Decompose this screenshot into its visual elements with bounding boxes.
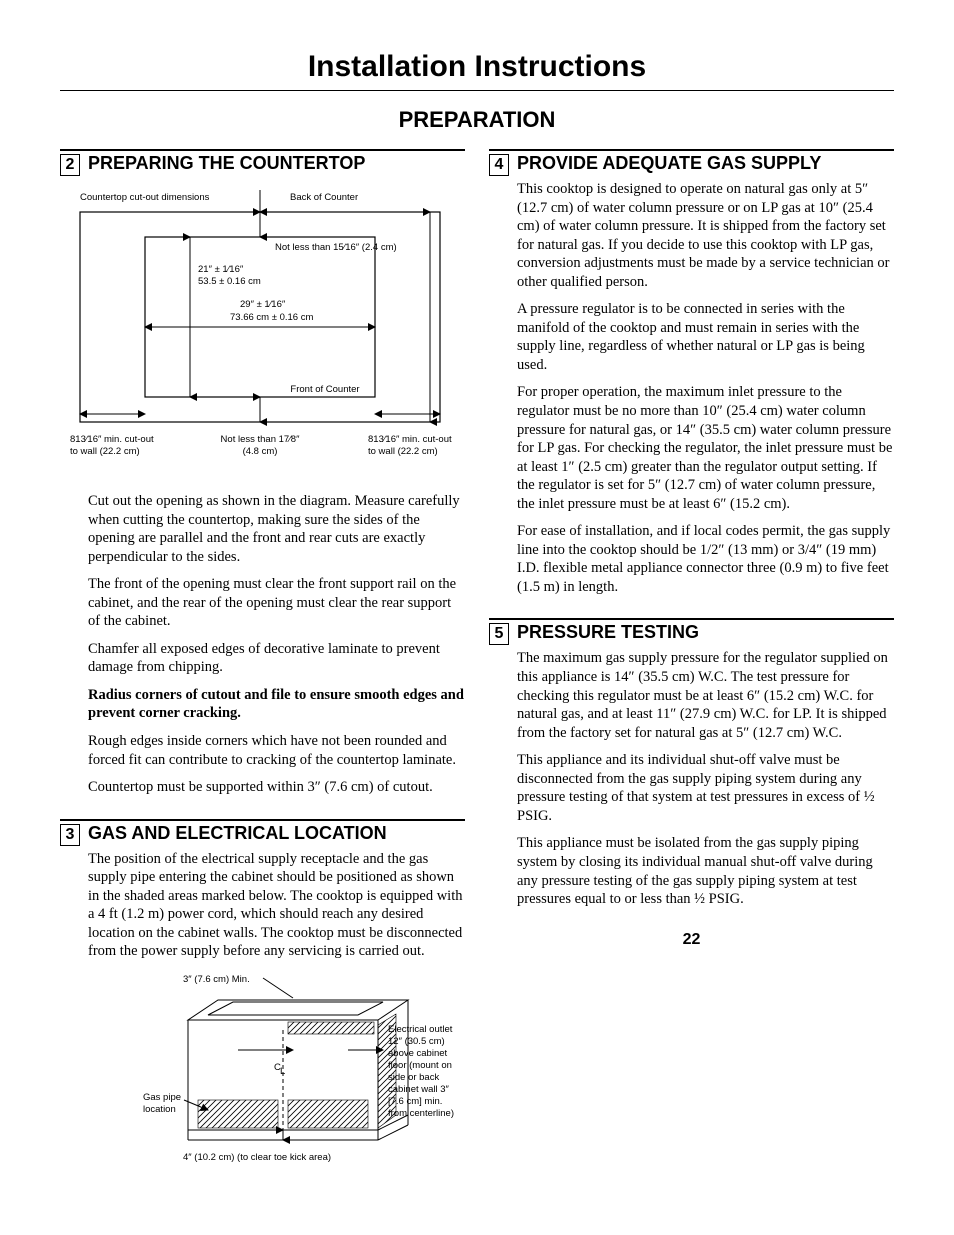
section-5-title: PRESSURE TESTING — [517, 622, 699, 643]
diagram-label: cabinet wall 3″ — [388, 1084, 450, 1095]
section-4-body: This cooktop is designed to operate on n… — [517, 180, 894, 596]
diagram-label: side or back — [388, 1072, 439, 1083]
paragraph: For ease of installation, and if local c… — [517, 522, 894, 596]
diagram-label: Back of Counter — [290, 192, 358, 203]
paragraph: This appliance and its individual shut-o… — [517, 751, 894, 825]
paragraph: The front of the opening must clear the … — [88, 575, 465, 631]
diagram-label: (4.8 cm) — [243, 446, 278, 457]
diagram-label: 29″ ± 1⁄16″ — [240, 299, 286, 310]
section-5: 5 PRESSURE TESTING The maximum gas suppl… — [489, 618, 894, 908]
section-4: 4 PROVIDE ADEQUATE GAS SUPPLY This cookt… — [489, 149, 894, 596]
diagram-label: 813⁄16″ min. cut-out — [368, 434, 452, 445]
diagram-label: 73.66 cm ± 0.16 cm — [230, 312, 313, 323]
diagram-label: 3″ (7.6 cm) Min. — [183, 974, 250, 985]
page: Installation Instructions PREPARATION 2 … — [0, 0, 954, 1232]
section-4-header: 4 PROVIDE ADEQUATE GAS SUPPLY — [489, 153, 894, 176]
diagram-label: Countertop cut-out dimensions — [80, 192, 210, 203]
section-5-header: 5 PRESSURE TESTING — [489, 622, 894, 645]
section-2-body: Cut out the opening as shown in the diag… — [88, 492, 465, 797]
diagram-label: 21″ ± 1⁄16″ — [198, 264, 244, 275]
paragraph: This cooktop is designed to operate on n… — [517, 180, 894, 291]
section-3-title: GAS AND ELECTRICAL LOCATION — [88, 823, 387, 844]
diagram-label: from centerline) — [388, 1108, 454, 1119]
diagram-label: 813⁄16″ min. cut-out — [70, 434, 154, 445]
diagram-label: above cabinet — [388, 1048, 448, 1059]
diagram-label: to wall (22.2 cm) — [368, 446, 438, 457]
right-column: 4 PROVIDE ADEQUATE GAS SUPPLY This cookt… — [489, 149, 894, 1192]
section-2-header: 2 PREPARING THE COUNTERTOP — [60, 153, 465, 176]
diagram-label: L — [280, 1066, 285, 1077]
section-5-body: The maximum gas supply pressure for the … — [517, 649, 894, 908]
section-2-title: PREPARING THE COUNTERTOP — [88, 153, 365, 174]
section-3: 3 GAS AND ELECTRICAL LOCATION The positi… — [60, 819, 465, 1170]
cabinet-diagram: 3″ (7.6 cm) Min. — [88, 970, 465, 1170]
paragraph: The maximum gas supply pressure for the … — [517, 649, 894, 742]
step-number: 2 — [60, 154, 80, 176]
page-number: 22 — [489, 931, 894, 949]
diagram-label: 53.5 ± 0.16 cm — [198, 276, 261, 287]
diagram-label: Not less than 17⁄8″ — [221, 434, 301, 445]
countertop-diagram: Countertop cut-out dimensions Back of Co… — [60, 182, 465, 482]
diagram-label: Gas pipe — [143, 1092, 181, 1103]
main-title: Installation Instructions — [60, 50, 894, 84]
section-3-body: The position of the electrical supply re… — [88, 850, 465, 961]
diagram-label: [7.6 cm] min. — [388, 1096, 442, 1107]
step-number: 5 — [489, 623, 509, 645]
step-number: 4 — [489, 154, 509, 176]
paragraph: Rough edges inside corners which have no… — [88, 732, 465, 769]
paragraph: Cut out the opening as shown in the diag… — [88, 492, 465, 566]
section-2: 2 PREPARING THE COUNTERTOP — [60, 149, 465, 797]
countertop-svg: Countertop cut-out dimensions Back of Co… — [60, 182, 460, 482]
paragraph: Countertop must be supported within 3″ (… — [88, 778, 465, 797]
diagram-label: location — [143, 1104, 176, 1115]
paragraph: The position of the electrical supply re… — [88, 850, 465, 961]
paragraph: For proper operation, the maximum inlet … — [517, 383, 894, 513]
paragraph: A pressure regulator is to be connected … — [517, 300, 894, 374]
section-3-header: 3 GAS AND ELECTRICAL LOCATION — [60, 823, 465, 846]
paragraph: Chamfer all exposed edges of decorative … — [88, 640, 465, 677]
paragraph-bold: Radius corners of cutout and file to ens… — [88, 686, 465, 723]
section-4-title: PROVIDE ADEQUATE GAS SUPPLY — [517, 153, 821, 174]
diagram-label: to wall (22.2 cm) — [70, 446, 140, 457]
diagram-label: Electrical outlet — [388, 1024, 453, 1035]
two-column-layout: 2 PREPARING THE COUNTERTOP — [60, 149, 894, 1192]
paragraph: This appliance must be isolated from the… — [517, 834, 894, 908]
step-number: 3 — [60, 824, 80, 846]
diagram-label: floor (mount on — [388, 1060, 452, 1071]
diagram-label: Front of Counter — [290, 384, 359, 395]
diagram-label: 12″ (30.5 cm) — [388, 1036, 445, 1047]
cabinet-svg: 3″ (7.6 cm) Min. — [88, 970, 458, 1170]
diagram-label: 4″ (10.2 cm) (to clear toe kick area) — [183, 1152, 331, 1163]
sub-title: PREPARATION — [60, 107, 894, 133]
diagram-label: Not less than 15⁄16″ (2.4 cm) — [275, 242, 397, 253]
left-column: 2 PREPARING THE COUNTERTOP — [60, 149, 465, 1192]
title-rule — [60, 90, 894, 91]
